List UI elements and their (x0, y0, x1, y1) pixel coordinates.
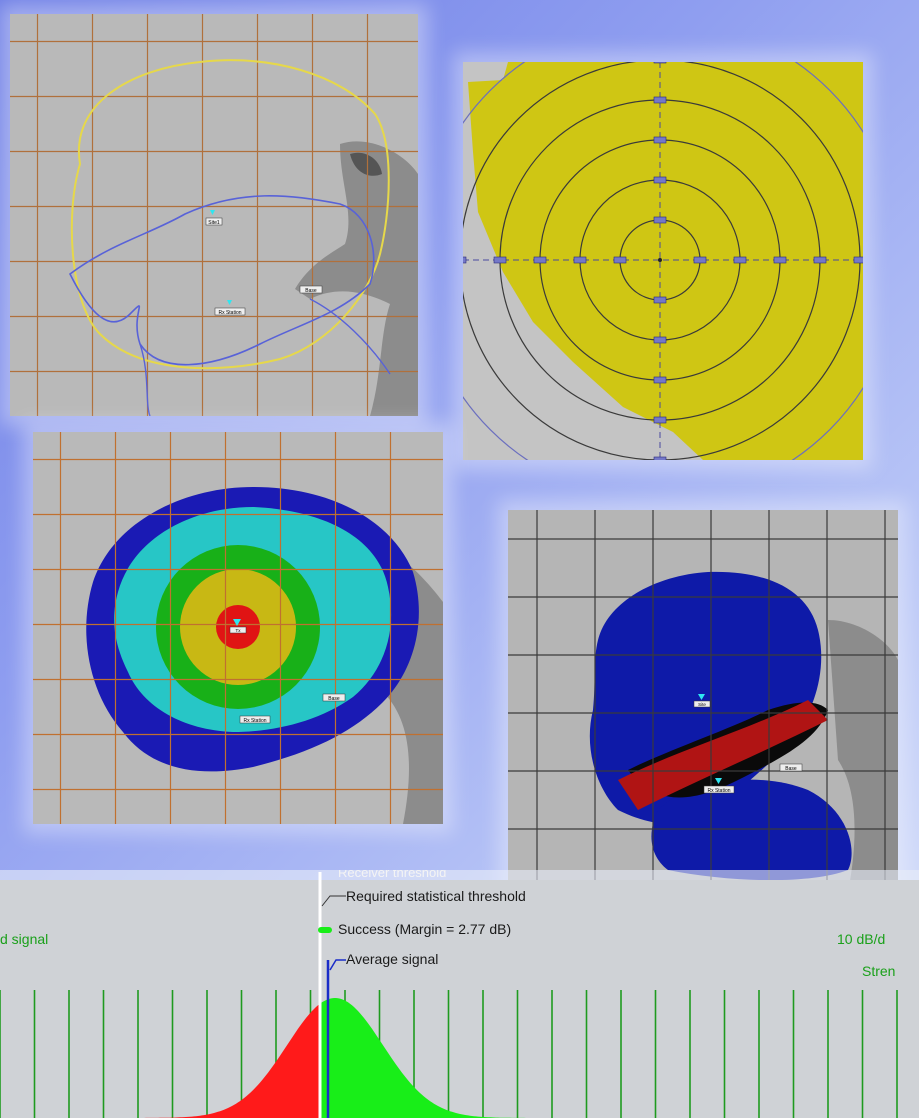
site-marker[interactable]: Rx Station (214, 300, 246, 316)
scale-label: 10 dB/d (837, 931, 885, 947)
range-tick (653, 296, 667, 304)
coverage-contour-blue (68, 195, 375, 366)
center-point (658, 258, 662, 262)
range-tick (653, 416, 667, 424)
required-threshold-label: Required statistical threshold (346, 888, 526, 904)
range-tick (853, 256, 863, 264)
average-signal-label: Average signal (346, 951, 438, 967)
sea-area (828, 620, 898, 892)
range-tick (653, 176, 667, 184)
range-tick (733, 256, 747, 264)
range-rings (463, 62, 863, 460)
site-marker[interactable]: Base (299, 285, 323, 294)
range-tick (773, 256, 787, 264)
coverage-secondary (651, 779, 852, 881)
heatmap-canvas: Tx Rx Station Base (33, 432, 443, 824)
range-tick (613, 256, 627, 264)
site-marker[interactable]: Base (779, 763, 803, 772)
failure-distribution (60, 1003, 320, 1118)
coverage-area (468, 62, 863, 460)
site-marker[interactable]: Rx Station (239, 715, 271, 724)
overlap-zone (618, 700, 828, 810)
site-label: Base (305, 288, 317, 294)
site-label: Base (785, 766, 797, 772)
success-indicator (318, 927, 332, 933)
river-line (139, 343, 151, 416)
range-tick (653, 62, 667, 64)
map-grid (10, 14, 418, 416)
signal-strength-map: Tx Rx Station Base (33, 432, 443, 824)
site-label: Rx Station (707, 788, 730, 794)
signal-axis-label: d signal (0, 931, 48, 947)
range-tick (653, 456, 667, 460)
site-label: Rx Station (243, 718, 266, 724)
contour-map-canvas: Site1 Rx Station Base (10, 14, 418, 416)
site-marker[interactable]: Site1 (205, 210, 223, 226)
site-label: Site (698, 702, 706, 707)
range-tick (573, 256, 587, 264)
range-tick (653, 336, 667, 344)
range-tick (653, 96, 667, 104)
success-distribution (320, 998, 620, 1118)
range-tick (693, 256, 707, 264)
range-tick (463, 256, 467, 264)
contour-coverage-map: Site1 Rx Station Base (10, 14, 418, 416)
map-grid (33, 432, 443, 824)
site-label: Rx Station (218, 310, 241, 316)
range-tick (653, 136, 667, 144)
success-margin-label: Success (Margin = 2.77 dB) (338, 921, 511, 937)
range-tick (533, 256, 547, 264)
polar-map-canvas (463, 62, 863, 460)
interference-canvas: Site Rx Station Base (508, 510, 898, 892)
site-label: Tx (236, 628, 242, 633)
polar-coverage-map (463, 62, 863, 460)
site-marker[interactable]: Base (322, 693, 346, 702)
range-tick (493, 256, 507, 264)
range-tick (813, 256, 827, 264)
receiver-threshold-label: Receiver threshold (338, 870, 446, 880)
site-marker[interactable]: Site (693, 694, 711, 708)
site-label: Base (328, 696, 340, 702)
coast-line (309, 298, 391, 375)
range-tick (653, 216, 667, 224)
legend-leader-required (321, 895, 346, 907)
site-marker[interactable]: Tx (229, 619, 247, 634)
strength-label: Stren (862, 963, 895, 979)
island (350, 152, 382, 176)
legend-leader-average (329, 959, 346, 971)
site-marker[interactable]: Rx Station (703, 778, 735, 794)
interference-map: Site Rx Station Base (508, 510, 898, 892)
histogram-canvas: Receiver threshold Required statistical … (0, 870, 919, 1118)
signal-histogram: Receiver threshold Required statistical … (0, 870, 919, 1118)
site-label: Site1 (208, 220, 220, 226)
coverage-contour-yellow (70, 59, 390, 370)
range-tick (653, 376, 667, 384)
